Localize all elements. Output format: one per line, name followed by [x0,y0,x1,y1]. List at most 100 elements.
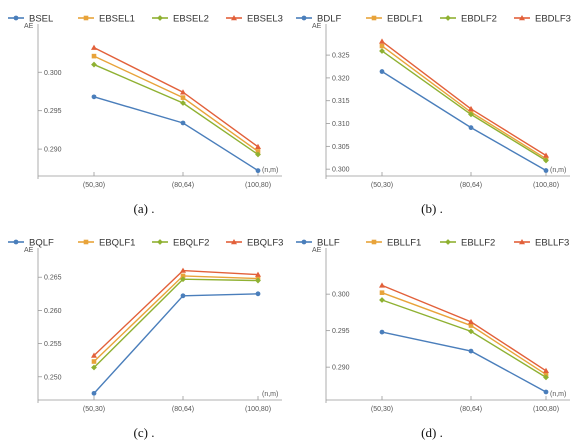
y-tick-label-b-0: 0.300 [332,167,350,174]
x-tick-label-b-0: (50,30) [371,182,393,189]
series-line-b-3 [381,40,547,157]
y-axis-label-d: AE [312,247,322,254]
y-tick-label-d-1: 0.295 [332,328,350,335]
legend-marker-b-2 [445,15,451,21]
legend-label-a-0: BSEL [29,14,53,25]
y-tick-label-a-2: 0.300 [44,70,62,77]
legend-marker-b-0 [301,15,307,21]
legend-marker-d-2 [445,239,451,245]
legend-label-a-2: EBSEL2 [173,14,209,25]
legend-item-b-0: BDLF [296,14,341,25]
y-tick-label-c-3: 0.265 [44,275,62,282]
series-line-c-1 [93,275,259,363]
x-axis-label-c: (n,m) [262,391,278,398]
y-axis-label-b: AE [312,23,322,30]
legend-marker-d-1 [371,239,377,245]
legend-label-a-1: EBSEL1 [99,14,135,25]
legend-label-d-0: BLLF [317,238,340,249]
data-point-b-2-2 [543,157,549,164]
legend-marker-a-2 [157,15,163,21]
y-axis-label-c: AE [24,247,34,254]
legend-item-a-1: EBSEL1 [78,14,135,25]
data-point-d-0-0 [379,329,385,335]
chart-a: BSEL EBSEL1 EBSEL2 EBSEL3 AE 0.290 0.295 0.300 (… [8,14,283,189]
y-tick-label-d-0: 0.290 [332,365,350,372]
legend-marker-c-1 [83,239,89,245]
x-tick-label-c-2: (100,80) [245,406,271,413]
series-line-b-1 [381,45,547,160]
data-point-d-3-2 [543,367,549,373]
chart-b: BDLF EBDLF1 EBDLF2 EBDLF3 AE 0.300 0.305 0.310 0… [296,14,571,189]
series-line-a-2 [93,63,259,156]
data-point-a-0-2 [255,168,261,174]
chart-panel-c: BQLF EBQLF1 EBQLF2 EBQLF3 AE 0.250 0.255 0.260 0… [0,224,288,448]
chart-panel-b: BDLF EBDLF1 EBDLF2 EBDLF3 AE 0.300 0.305 0.310 0… [288,0,576,224]
series-line-b-0 [381,70,547,172]
legend-marker-b-1 [371,15,377,21]
x-tick-label-b-1: (80,64) [460,182,482,189]
x-tick-label-c-0: (50,30) [83,406,105,413]
y-tick-label-b-1: 0.305 [332,144,350,151]
legend-item-d-2: EBLLF2 [440,238,495,249]
data-point-a-0-1 [180,120,186,126]
legend-label-b-2: EBDLF2 [461,14,497,25]
data-point-a-2-2 [255,151,261,158]
data-point-c-0-0 [91,390,97,396]
legend-marker-c-0 [13,239,19,245]
y-tick-label-c-2: 0.260 [44,308,62,315]
data-point-d-3-0 [379,282,385,288]
data-point-b-3-1 [468,105,474,112]
legend-item-b-1: EBDLF1 [366,14,423,25]
y-tick-label-b-3: 0.315 [332,98,350,105]
legend-marker-b-3 [519,15,525,21]
legend-item-a-0: BSEL [8,14,53,25]
legend-label-b-1: EBDLF1 [387,14,423,25]
chart-panel-a: BSEL EBSEL1 EBSEL2 EBSEL3 AE 0.290 0.295 0.300 (… [0,0,288,224]
x-axis-label-a: (n,m) [262,167,278,174]
series-line-d-2 [381,299,547,378]
data-point-a-3-0 [91,44,97,50]
data-point-a-0-0 [91,94,97,100]
legend-label-c-3: EBQLF3 [247,238,283,249]
data-point-a-1-1 [180,95,186,100]
chart-c: BQLF EBQLF1 EBQLF2 EBQLF3 AE 0.250 0.255 0.260 0… [8,238,283,413]
data-point-b-0-0 [379,69,385,74]
series-line-c-2 [93,278,259,368]
x-tick-label-d-1: (80,64) [460,406,482,413]
legend-item-a-3: EBSEL3 [226,14,283,25]
x-axis-label-d: (n,m) [550,391,566,398]
legend-marker-a-0 [13,15,19,21]
data-point-c-1-0 [91,359,97,364]
data-point-d-2-0 [379,297,385,303]
legend-item-d-1: EBLLF1 [366,238,421,249]
data-point-d-0-1 [468,348,474,354]
data-point-c-0-2 [255,291,261,297]
legend-label-b-3: EBDLF3 [535,14,571,25]
series-line-a-3 [93,47,259,148]
chart-panel-d: BLLF EBLLF1 EBLLF2 EBLLF3 AE 0.290 0.295 0.300 (… [288,224,576,448]
legend-item-b-3: EBDLF3 [514,14,571,25]
legend-item-a-2: EBSEL2 [152,14,209,25]
legend-item-c-2: EBQLF2 [152,238,209,249]
y-tick-label-b-5: 0.325 [332,53,350,60]
data-point-c-3-0 [91,352,97,358]
data-point-c-2-2 [255,277,261,284]
legend-label-c-2: EBQLF2 [173,238,209,249]
caption-c: (c) . [133,425,155,440]
data-point-a-1-2 [255,149,261,154]
legend-label-d-3: EBLLF3 [535,238,569,249]
data-point-c-0-1 [180,293,186,299]
legend-label-c-0: BQLF [29,238,54,249]
y-tick-label-d-2: 0.300 [332,292,350,299]
data-point-a-1-0 [91,53,97,59]
data-point-c-2-1 [180,276,186,283]
legend-label-d-1: EBLLF1 [387,238,421,249]
legend-item-b-2: EBDLF2 [440,14,497,25]
data-point-c-1-1 [180,273,186,279]
data-point-b-3-0 [379,38,385,44]
caption-b: (b) . [421,201,443,216]
caption-a: (a) . [133,201,155,216]
y-tick-label-a-1: 0.295 [44,108,62,115]
legend-item-c-3: EBQLF3 [226,238,283,249]
legend-item-c-1: EBQLF1 [78,238,135,249]
